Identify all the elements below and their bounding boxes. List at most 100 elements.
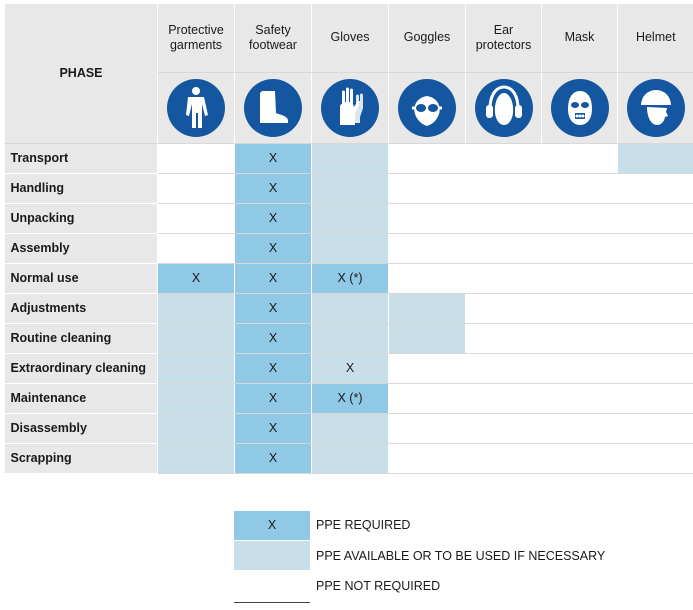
ppe-cell — [617, 443, 693, 474]
ppe-cell — [157, 383, 235, 414]
ppe-cell — [157, 203, 235, 234]
ppe-cell — [465, 203, 542, 234]
ppe-cell — [465, 233, 542, 264]
ppe-cell — [465, 143, 542, 174]
column-header-1: Safety footwear — [234, 4, 312, 73]
ppe-cell — [311, 293, 389, 324]
column-header-0: Protective garments — [157, 4, 235, 73]
column-header-line1: Protective — [168, 22, 224, 37]
ppe-cell — [465, 323, 542, 354]
ppe-cell — [541, 203, 618, 234]
ppe-cell — [617, 233, 693, 264]
phase-header: PHASE — [4, 4, 158, 144]
column-header-line2: footwear — [249, 37, 297, 52]
table-row: Assembly X — [4, 233, 693, 264]
icon-cell — [311, 72, 389, 144]
column-header-2: Gloves — [311, 4, 389, 73]
ppe-cell: X — [234, 323, 312, 354]
ppe-cell — [541, 143, 618, 174]
column-header-line2: protectors — [475, 37, 532, 52]
table-row: Extraordinary cleaning X X — [4, 353, 693, 384]
ppe-cell — [311, 173, 389, 204]
column-header-line2: garments — [169, 37, 223, 52]
ppe-cell — [311, 413, 389, 444]
ppe-cell — [388, 443, 466, 474]
table-row: Maintenance X X (*) — [4, 383, 693, 414]
ppe-cell — [465, 353, 542, 384]
ppe-cell — [157, 173, 235, 204]
table-row: Adjustments X — [4, 293, 693, 324]
ppe-cell — [388, 323, 466, 354]
ppe-cell — [388, 353, 466, 384]
ppe-cell — [311, 323, 389, 354]
ppe-cell — [311, 233, 389, 264]
ppe-cell — [388, 233, 466, 264]
ppe-cell: X — [234, 383, 312, 414]
ppe-cell: X — [234, 293, 312, 324]
ppe-cell — [617, 293, 693, 324]
legend-required-text: PPE REQUIRED — [316, 518, 411, 532]
column-header-line1: Mask — [564, 30, 595, 45]
ppe-cell — [541, 293, 618, 324]
column-header-line1: Goggles — [403, 30, 451, 45]
helmet-icon — [618, 78, 693, 137]
column-header-line1: Safety — [255, 22, 291, 37]
ppe-cell — [465, 383, 542, 414]
ppe-cell: X — [234, 263, 312, 294]
ppe-cell — [157, 233, 235, 264]
ppe-cell: X (*) — [311, 263, 389, 294]
gloves-icon — [312, 78, 388, 137]
legend-required-mark: X — [267, 518, 277, 532]
ppe-cell — [157, 323, 235, 354]
phase-label: Transport — [4, 143, 158, 174]
table-row: Disassembly X — [4, 413, 693, 444]
ppe-cell: X — [234, 233, 312, 264]
table-row: Routine cleaning X — [4, 323, 693, 354]
legend-none-text: PPE NOT REQUIRED — [316, 579, 441, 593]
phase-label: Disassembly — [4, 413, 158, 444]
ppe-cell — [541, 263, 618, 294]
phase-label: Scrapping — [4, 443, 158, 474]
ppe-cell — [617, 173, 693, 204]
ppe-cell: X — [157, 263, 235, 294]
ppe-cell: X — [234, 203, 312, 234]
column-header-line1: Gloves — [330, 30, 370, 45]
ppe-cell: X — [234, 413, 312, 444]
phase-label: Routine cleaning — [4, 323, 158, 354]
phase-label: Unpacking — [4, 203, 158, 234]
ppe-cell — [388, 383, 466, 414]
table-row: Normal use X X X (*) — [4, 263, 693, 294]
phase-label: Adjustments — [4, 293, 158, 324]
icon-cell — [388, 72, 466, 144]
goggles-icon — [389, 78, 465, 137]
column-header-line1: Ear — [493, 22, 514, 37]
ear-protectors-icon — [466, 78, 541, 137]
mask-icon — [542, 78, 617, 137]
ppe-cell — [388, 143, 466, 174]
ppe-cell — [388, 413, 466, 444]
phase-label: Maintenance — [4, 383, 158, 414]
ppe-cell — [388, 173, 466, 204]
column-header-3: Goggles — [388, 4, 466, 73]
phase-label: Handling — [4, 173, 158, 204]
ppe-cell — [541, 323, 618, 354]
table-row: Scrapping X — [4, 443, 693, 474]
ppe-table: PHASE Protective garments Safety footwear Gl… — [4, 4, 693, 474]
ppe-cell — [541, 353, 618, 384]
phase-label: Extraordinary cleaning — [4, 353, 158, 384]
ppe-cell — [388, 263, 466, 294]
ppe-cell: X — [234, 173, 312, 204]
legend-optional-swatch — [234, 541, 310, 570]
ppe-cell: X — [234, 353, 312, 384]
ppe-cell — [617, 413, 693, 444]
icon-cell — [157, 72, 235, 144]
ppe-cell — [311, 443, 389, 474]
phase-label: Assembly — [4, 233, 158, 264]
ppe-cell — [157, 443, 235, 474]
column-header-6: Helmet — [617, 4, 693, 73]
legend-none-swatch — [234, 602, 310, 603]
ppe-cell — [617, 383, 693, 414]
ppe-cell — [617, 353, 693, 384]
ppe-cell — [617, 323, 693, 354]
icon-cell — [465, 72, 542, 144]
